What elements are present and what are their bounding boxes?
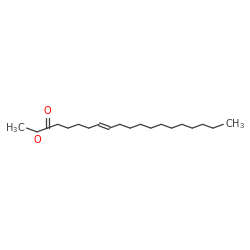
Text: $\mathsf{H_3C}$: $\mathsf{H_3C}$ [5, 121, 25, 135]
Text: O: O [33, 134, 41, 144]
Text: O: O [44, 106, 51, 117]
Text: $\mathsf{CH_3}$: $\mathsf{CH_3}$ [225, 118, 245, 131]
